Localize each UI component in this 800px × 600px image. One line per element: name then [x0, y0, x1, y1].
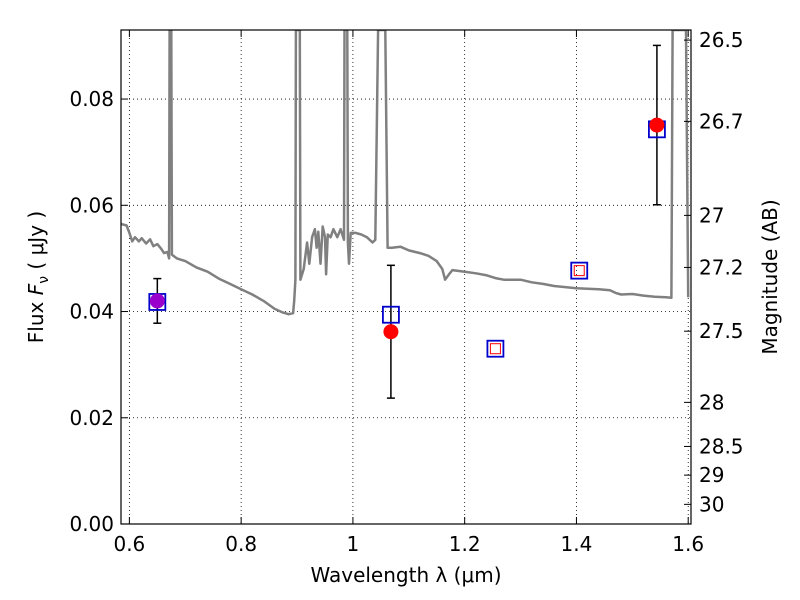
y2-tick-label: 26.7: [699, 109, 744, 133]
x-axis-label: Wavelength λ (μm): [310, 563, 501, 587]
observed-point: [649, 117, 665, 133]
x-tick-label: 1: [347, 532, 360, 556]
y2-tick-label: 26.5: [699, 28, 744, 52]
y-tick-label: 0.08: [69, 87, 114, 111]
model-band-square: [382, 305, 400, 324]
upper-limit-square: [573, 265, 585, 277]
x-tick-label: 1.2: [449, 532, 481, 556]
model-band-square: [486, 339, 505, 358]
plot-frame: [120, 29, 692, 525]
model-band-square: [570, 261, 589, 280]
observed-point: [149, 293, 165, 309]
model-sed: [121, 30, 690, 316]
grid: [121, 30, 691, 524]
x-tick-label: 0.6: [113, 532, 145, 556]
y2-axis-label: Magnitude (AB): [758, 199, 782, 354]
axis-ticks: 0.6 0.8 1 1.2 1.4 1.6 0.00 0.02 0.04 0.06 0.08 26.5…: [69, 28, 743, 556]
x-tick-label: 0.8: [225, 532, 257, 556]
y-tick-label: 0.00: [69, 512, 114, 536]
y-axis-label: Flux Fν ( μJy ): [24, 211, 52, 343]
y2-tick-label: 30: [699, 492, 724, 516]
y2-tick-label: 29: [699, 463, 724, 487]
x-tick-label: 1.6: [672, 532, 704, 556]
y-tick-label: 0.02: [69, 406, 114, 430]
y2-tick-label: 27.2: [699, 255, 744, 279]
y2-tick-label: 28: [699, 390, 724, 414]
y-tick-label: 0.06: [69, 193, 114, 217]
y-tick-label: 0.04: [69, 300, 114, 324]
observed-point: [383, 324, 399, 340]
data-markers: [148, 44, 666, 399]
y2-tick-label: 28.5: [699, 434, 744, 458]
x-tick-label: 1.4: [561, 532, 593, 556]
model-sed-line: [121, 30, 690, 316]
upper-limit-square: [489, 343, 501, 355]
y2-tick-label: 27.5: [699, 319, 744, 343]
y2-tick-label: 27: [699, 203, 724, 227]
